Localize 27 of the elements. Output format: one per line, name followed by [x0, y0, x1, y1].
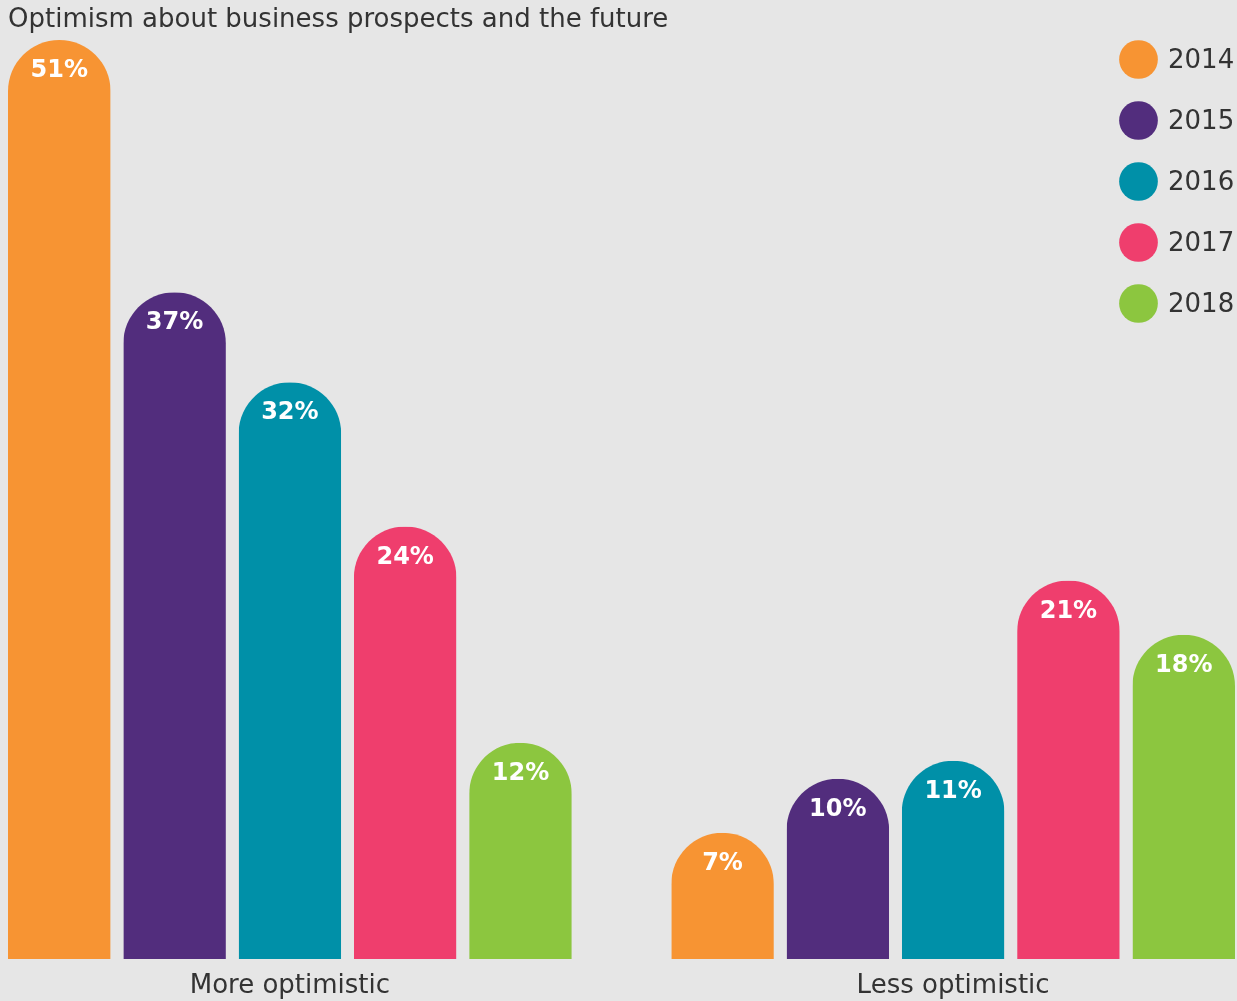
data-label: 24%	[376, 541, 434, 570]
x-tick-label: More optimistic	[189, 968, 391, 999]
data-label: 7%	[702, 847, 743, 876]
data-label: 32%	[261, 397, 319, 426]
x-tick-label: Less optimistic	[856, 968, 1050, 999]
bar	[1132, 634, 1235, 959]
chart-title: Optimism about business prospects and the future	[8, 3, 669, 33]
data-label: 51%	[30, 55, 89, 83]
data-label: 18%	[1154, 649, 1213, 678]
bar	[786, 778, 890, 959]
legend-label: 2016	[1168, 165, 1235, 196]
bar	[901, 760, 1005, 959]
bar	[123, 292, 226, 959]
data-label: 21%	[1039, 595, 1098, 624]
data-label: 11%	[924, 775, 982, 804]
data-label: 12%	[491, 757, 550, 786]
bar	[8, 40, 111, 959]
legend-label: 2015	[1168, 104, 1235, 135]
legend-label: 2018	[1168, 287, 1235, 318]
bar	[353, 526, 457, 959]
data-label: 37%	[145, 307, 204, 336]
bar	[469, 742, 572, 959]
legend-label: 2014	[1168, 43, 1235, 74]
legend-label: 2017	[1168, 226, 1235, 257]
data-label: 10%	[809, 793, 867, 822]
bar	[238, 382, 342, 959]
bar	[1017, 580, 1120, 959]
